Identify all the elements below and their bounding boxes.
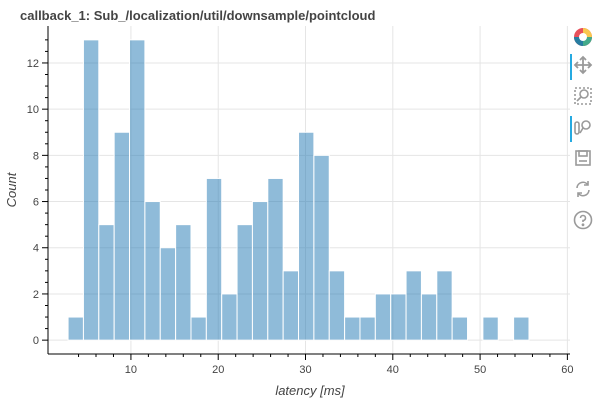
histogram-bar-18 (344, 316, 361, 341)
y-tick-label-6: 12 (27, 58, 39, 70)
help-tool-icon[interactable] (570, 207, 596, 233)
histogram-bar-2 (98, 224, 115, 341)
y-tick-label-1: 2 (33, 289, 39, 301)
bars-layer (67, 39, 530, 341)
histogram-bar-21 (390, 293, 407, 341)
histogram-bar-1 (82, 39, 100, 341)
histogram-bar-19 (359, 316, 376, 341)
wheel-zoom-tool-icon[interactable] (570, 114, 596, 142)
axes-layer: 10 20 30 40 50 60 0 2 4 6 8 10 12 (27, 26, 574, 376)
histogram-bar-5 (144, 201, 161, 341)
histogram-bar-14 (282, 270, 300, 341)
y-tick-label-2: 4 (33, 243, 39, 255)
histogram-bar-23 (420, 293, 438, 341)
y-tick-label-5: 10 (27, 104, 39, 116)
histogram-bar-9 (205, 177, 223, 341)
chart-title: callback_1: Sub_/localization/util/downs… (20, 8, 375, 23)
histogram-bar-17 (328, 270, 346, 341)
y-tick-label-0: 0 (33, 335, 39, 347)
x-tick-label-2: 30 (299, 364, 311, 376)
histogram-bar-10 (221, 293, 238, 341)
histogram-bar-26 (482, 316, 499, 341)
x-tick-label-0: 10 (125, 364, 137, 376)
histogram-bar-15 (298, 131, 315, 341)
histogram-bar-3 (113, 131, 131, 341)
histogram-bar-22 (405, 270, 422, 341)
histogram-bar-8 (190, 316, 207, 341)
histogram-bar-20 (374, 293, 392, 341)
histogram-bar-12 (251, 201, 269, 341)
histogram-bar-25 (451, 316, 469, 341)
histogram-bar-27 (513, 316, 530, 341)
reset-tool-icon[interactable] (570, 176, 596, 202)
y-tick-label-4: 8 (33, 150, 39, 162)
histogram-bar-6 (159, 247, 177, 341)
x-tick-label-3: 40 (387, 364, 399, 376)
y-axis-label: Count (4, 171, 19, 207)
x-tick-label-1: 20 (212, 364, 224, 376)
x-tick-label-4: 50 (474, 364, 486, 376)
box-zoom-tool-icon[interactable] (570, 83, 596, 109)
histogram-bar-4 (129, 39, 146, 341)
histogram-bar-13 (267, 177, 284, 341)
x-axis-label: latency [ms] (275, 383, 345, 398)
histogram-bar-7 (175, 224, 192, 341)
histogram-bar-16 (313, 154, 330, 341)
histogram-bar-24 (436, 270, 453, 341)
plot-toolbar (568, 24, 600, 244)
pan-tool-icon[interactable] (570, 52, 596, 80)
y-tick-label-3: 6 (33, 197, 39, 209)
save-tool-icon[interactable] (570, 145, 596, 171)
histogram-bar-11 (236, 224, 253, 341)
histogram-bar-0 (67, 316, 84, 341)
x-tick-label-5: 60 (561, 364, 573, 376)
bokeh-logo-icon[interactable] (570, 24, 596, 50)
